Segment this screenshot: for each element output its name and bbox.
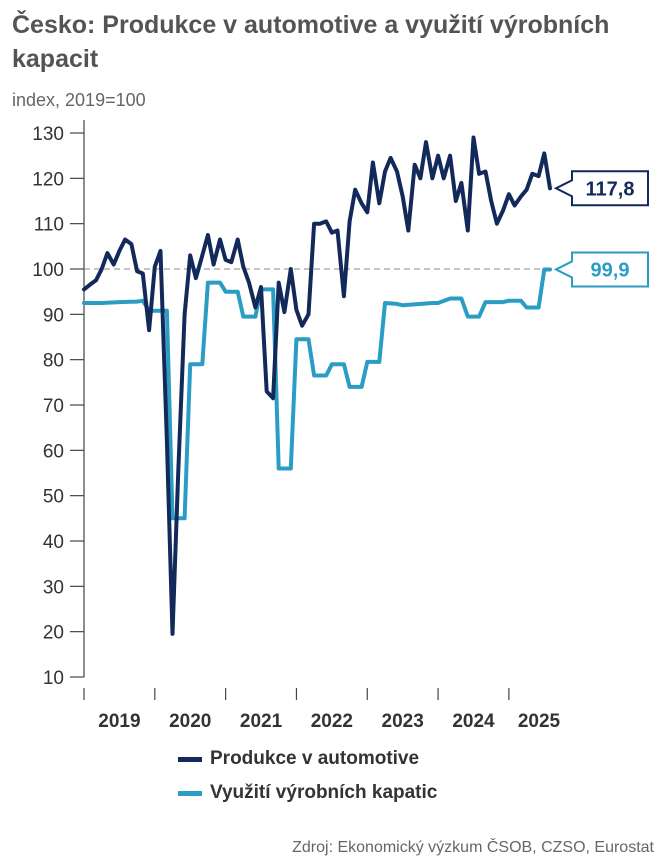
legend-label-production: Produkce v automotive bbox=[210, 748, 420, 769]
y-tick-label: 30 bbox=[43, 577, 64, 598]
chart-subtitle: index, 2019=100 bbox=[12, 90, 146, 110]
callout-box bbox=[553, 170, 649, 207]
legend-item-capacity: Využití výrobních kapatic bbox=[178, 776, 437, 810]
source-note: Zdroj: Ekonomický výzkum ČSOB, CZSO, Eur… bbox=[292, 839, 654, 856]
callout-box bbox=[553, 251, 649, 288]
y-tick-label: 10 bbox=[43, 668, 64, 689]
chart-title: Česko: Produkce v automotive a využití v… bbox=[12, 11, 610, 73]
y-tick-label: 40 bbox=[43, 532, 64, 553]
x-tick-label: 2022 bbox=[311, 711, 353, 732]
y-axis: 10 20 30 40 50 60 70 80 90 100 110 120 130 bbox=[32, 120, 85, 689]
y-tick-label: 90 bbox=[43, 305, 64, 326]
x-tick-label: 2020 bbox=[169, 711, 211, 732]
y-tick-label: 50 bbox=[43, 487, 64, 508]
x-tick-label: 2025 bbox=[518, 711, 561, 732]
legend-swatch-capacity bbox=[178, 790, 202, 796]
x-tick-label: 2023 bbox=[382, 711, 424, 732]
y-tick-label: 70 bbox=[43, 396, 64, 417]
x-tick-label: 2024 bbox=[452, 711, 495, 732]
x-tick-label: 2019 bbox=[98, 711, 140, 732]
x-tick-label: 2021 bbox=[240, 711, 283, 732]
series-line-production bbox=[82, 135, 552, 636]
series-line-capacity bbox=[82, 267, 552, 521]
y-tick-label: 100 bbox=[32, 260, 64, 281]
series-lines bbox=[82, 135, 552, 636]
y-tick-label: 110 bbox=[34, 215, 64, 236]
y-tick-label: 80 bbox=[43, 351, 64, 372]
legend-item-production: Produkce v automotive bbox=[178, 742, 437, 776]
y-tick-label: 60 bbox=[43, 441, 64, 462]
legend: Produkce v automotive Využití výrobních … bbox=[178, 742, 437, 810]
callout-value: 99,9 bbox=[591, 259, 630, 281]
y-tick-label: 120 bbox=[32, 169, 64, 190]
end-value-callout-capacity: 99,9 bbox=[553, 251, 649, 288]
legend-label-capacity: Využití výrobních kapatic bbox=[210, 782, 438, 803]
end-value-callouts: 117,8 99,9 bbox=[553, 170, 649, 288]
y-tick-label: 20 bbox=[43, 623, 64, 644]
y-tick-label: 130 bbox=[32, 124, 64, 145]
x-axis: 2019 2020 2021 2022 2023 2024 2025 bbox=[83, 688, 561, 732]
callout-value: 117,8 bbox=[586, 178, 635, 200]
legend-swatch-production bbox=[178, 756, 202, 762]
end-value-callout-production: 117,8 bbox=[553, 170, 649, 207]
